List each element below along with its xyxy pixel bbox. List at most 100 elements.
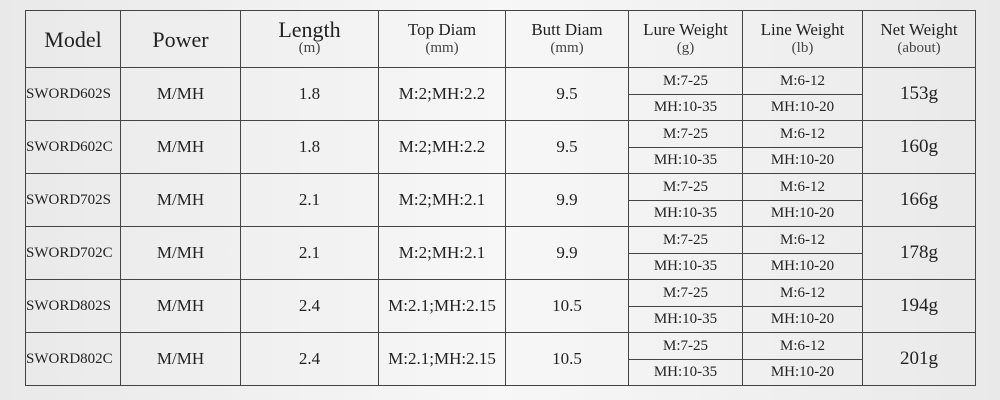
cell: M/MH (120, 279, 241, 333)
cell-line: MH:10-35 (653, 98, 718, 115)
cell: 194g (862, 279, 976, 333)
data-row: SWORD802C M/MH 2.4 M:2.1;MH:2.15 10.5 M:7-25 M… (25, 332, 976, 386)
header-title: Line Weight (760, 20, 845, 39)
header-cell: Lure Weight (g) (628, 10, 743, 68)
cell: 166g (862, 173, 976, 227)
cell: 178g (862, 226, 976, 280)
header-cell: Line Weight (lb) (742, 10, 863, 68)
cell: SWORD602S (25, 67, 121, 121)
cell: M:2.1;MH:2.15 (378, 332, 506, 386)
cell-line: MH:10-20 (770, 98, 835, 115)
header-cell: Length (m) (240, 10, 379, 68)
cell: SWORD602C (25, 120, 121, 174)
cell: M:2.1;MH:2.15 (378, 279, 506, 333)
cell: M/MH (120, 67, 241, 121)
header-title: Lure Weight (643, 20, 728, 39)
data-row: SWORD702C M/MH 2.1 M:2;MH:2.1 9.9 M:7-25 MH:10… (25, 226, 976, 280)
header-title: Top Diam (407, 20, 477, 39)
split-cell: M:7-25 MH:10-35 (628, 279, 743, 333)
header-title: Model (44, 26, 102, 52)
cell-line: MH:10-20 (770, 310, 835, 327)
cell: 153g (862, 67, 976, 121)
cell-line: MH:10-35 (653, 204, 718, 221)
cell: 201g (862, 332, 976, 386)
cell-line: M:6-12 (743, 122, 862, 148)
cell: M:2;MH:2.2 (378, 120, 506, 174)
cell-line: MH:10-20 (770, 257, 835, 274)
cell-line: MH:10-20 (770, 363, 835, 380)
cell-line: MH:10-35 (653, 310, 718, 327)
table-body: SWORD602S M/MH 1.8 M:2;MH:2.2 9.5 M:7-25 MH:10… (25, 67, 976, 386)
cell: M:2;MH:2.1 (378, 226, 506, 280)
cell-line: M:6-12 (743, 334, 862, 360)
cell-line: M:6-12 (743, 69, 862, 95)
cell: SWORD702C (25, 226, 121, 280)
cell: M:2;MH:2.2 (378, 67, 506, 121)
cell-line: MH:10-35 (653, 257, 718, 274)
cell: SWORD702S (25, 173, 121, 227)
split-cell: M:7-25 MH:10-35 (628, 67, 743, 121)
header-row: Model Power Length (m) Top Diam (mm) Butt Diam… (25, 10, 976, 68)
cell: 2.1 (240, 173, 379, 227)
header-cell: Model (25, 10, 121, 68)
cell: 160g (862, 120, 976, 174)
data-row: SWORD702S M/MH 2.1 M:2;MH:2.1 9.9 M:7-25 MH:10… (25, 173, 976, 227)
cell: 9.5 (505, 67, 629, 121)
cell: 1.8 (240, 67, 379, 121)
cell-line: M:7-25 (629, 175, 742, 201)
split-cell: M:7-25 MH:10-35 (628, 332, 743, 386)
split-cell: M:6-12 MH:10-20 (742, 173, 863, 227)
header-unit: (m) (298, 40, 321, 56)
header-cell: Net Weight (about) (862, 10, 976, 68)
cell-line: M:6-12 (743, 281, 862, 307)
cell: M/MH (120, 173, 241, 227)
split-cell: M:7-25 MH:10-35 (628, 226, 743, 280)
split-cell: M:7-25 MH:10-35 (628, 173, 743, 227)
cell-line: MH:10-35 (653, 151, 718, 168)
split-cell: M:6-12 MH:10-20 (742, 67, 863, 121)
spec-table: Model Power Length (m) Top Diam (mm) Butt Diam… (25, 10, 976, 386)
data-row: SWORD602S M/MH 1.8 M:2;MH:2.2 9.5 M:7-25 MH:10… (25, 67, 976, 121)
cell: 2.1 (240, 226, 379, 280)
data-row: SWORD602C M/MH 1.8 M:2;MH:2.2 9.5 M:7-25 MH:10… (25, 120, 976, 174)
header-unit: (mm) (550, 40, 584, 56)
cell: 10.5 (505, 332, 629, 386)
cell: 9.9 (505, 173, 629, 227)
cell-line: MH:10-20 (770, 204, 835, 221)
header-title: Net Weight (880, 20, 958, 39)
cell: M:2;MH:2.1 (378, 173, 506, 227)
cell-line: M:7-25 (629, 281, 742, 307)
cell-line: M:6-12 (743, 175, 862, 201)
cell-line: MH:10-35 (653, 363, 718, 380)
cell: M/MH (120, 120, 241, 174)
cell: SWORD802S (25, 279, 121, 333)
cell: 2.4 (240, 279, 379, 333)
header-title: Power (152, 26, 209, 52)
cell: 10.5 (505, 279, 629, 333)
header-title: Butt Diam (531, 20, 603, 39)
split-cell: M:6-12 MH:10-20 (742, 120, 863, 174)
header-unit: (lb) (791, 40, 814, 56)
header-cell: Butt Diam (mm) (505, 10, 629, 68)
header-unit: (g) (676, 40, 695, 56)
cell: 9.5 (505, 120, 629, 174)
split-cell: M:6-12 MH:10-20 (742, 332, 863, 386)
cell-line: MH:10-20 (770, 151, 835, 168)
cell: M/MH (120, 226, 241, 280)
cell-line: M:7-25 (629, 69, 742, 95)
header-cell: Top Diam (mm) (378, 10, 506, 68)
header-title: Length (278, 17, 341, 42)
cell: 1.8 (240, 120, 379, 174)
cell: SWORD802C (25, 332, 121, 386)
cell-line: M:6-12 (743, 228, 862, 254)
split-cell: M:6-12 MH:10-20 (742, 279, 863, 333)
cell: 2.4 (240, 332, 379, 386)
cell-line: M:7-25 (629, 122, 742, 148)
split-cell: M:6-12 MH:10-20 (742, 226, 863, 280)
cell: 9.9 (505, 226, 629, 280)
split-cell: M:7-25 MH:10-35 (628, 120, 743, 174)
header-unit: (about) (897, 40, 941, 56)
cell-line: M:7-25 (629, 228, 742, 254)
cell: M/MH (120, 332, 241, 386)
